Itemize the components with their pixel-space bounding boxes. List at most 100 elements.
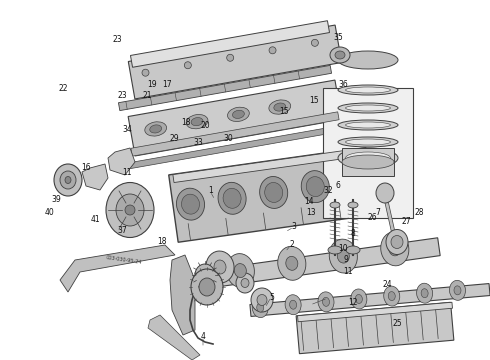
Ellipse shape: [106, 183, 154, 238]
Ellipse shape: [389, 242, 401, 256]
Ellipse shape: [416, 283, 433, 303]
Ellipse shape: [241, 279, 249, 288]
Text: 11: 11: [122, 168, 132, 177]
Ellipse shape: [269, 47, 276, 54]
Ellipse shape: [348, 202, 358, 208]
Text: 16: 16: [81, 163, 91, 172]
Ellipse shape: [176, 188, 204, 220]
Text: 1: 1: [208, 186, 213, 195]
Polygon shape: [342, 148, 394, 176]
Ellipse shape: [338, 85, 398, 95]
Text: 3: 3: [292, 222, 296, 231]
Ellipse shape: [330, 202, 340, 208]
Polygon shape: [323, 88, 413, 218]
Text: 39: 39: [51, 195, 61, 204]
Ellipse shape: [351, 289, 367, 309]
Ellipse shape: [384, 286, 400, 306]
Ellipse shape: [342, 155, 394, 169]
Ellipse shape: [306, 177, 324, 197]
Text: 35: 35: [333, 33, 343, 42]
Ellipse shape: [257, 294, 267, 306]
Ellipse shape: [54, 164, 82, 196]
Polygon shape: [108, 148, 135, 175]
Ellipse shape: [199, 278, 215, 296]
Ellipse shape: [116, 194, 144, 226]
Ellipse shape: [345, 105, 391, 111]
Ellipse shape: [260, 176, 288, 208]
Text: 41: 41: [91, 215, 100, 224]
Text: 30: 30: [223, 134, 233, 143]
Ellipse shape: [218, 183, 246, 214]
Ellipse shape: [338, 137, 398, 147]
Ellipse shape: [227, 107, 249, 122]
Ellipse shape: [223, 188, 241, 208]
Ellipse shape: [386, 230, 408, 255]
Ellipse shape: [330, 47, 350, 63]
Ellipse shape: [234, 264, 246, 278]
Ellipse shape: [381, 232, 409, 266]
Polygon shape: [148, 315, 200, 360]
Ellipse shape: [421, 289, 428, 298]
Ellipse shape: [191, 118, 203, 126]
Text: 13: 13: [306, 208, 316, 217]
Ellipse shape: [274, 103, 286, 111]
Ellipse shape: [269, 100, 291, 114]
Text: 18: 18: [181, 118, 191, 127]
Ellipse shape: [290, 300, 296, 309]
Ellipse shape: [454, 286, 461, 295]
Polygon shape: [170, 255, 195, 335]
Text: 8: 8: [350, 230, 355, 238]
Text: 003-030-95-24: 003-030-95-24: [105, 255, 142, 265]
Text: 11: 11: [343, 267, 353, 276]
Text: 33: 33: [194, 138, 203, 147]
Ellipse shape: [388, 292, 395, 301]
Polygon shape: [128, 25, 342, 99]
Text: 23: 23: [113, 35, 122, 44]
Text: 29: 29: [169, 134, 179, 143]
Ellipse shape: [328, 246, 342, 254]
Text: 14: 14: [304, 197, 314, 206]
Ellipse shape: [346, 246, 360, 254]
Ellipse shape: [236, 273, 254, 293]
Ellipse shape: [125, 205, 135, 215]
Ellipse shape: [345, 122, 391, 128]
Polygon shape: [131, 112, 339, 156]
Text: 25: 25: [392, 320, 402, 328]
Text: 21: 21: [142, 91, 152, 100]
Ellipse shape: [214, 260, 226, 274]
Polygon shape: [220, 238, 440, 286]
Polygon shape: [123, 126, 337, 170]
Text: 15: 15: [279, 107, 289, 116]
Ellipse shape: [191, 269, 223, 305]
Text: 18: 18: [157, 237, 167, 246]
Ellipse shape: [286, 256, 298, 270]
Polygon shape: [130, 21, 329, 67]
Ellipse shape: [251, 288, 273, 312]
Ellipse shape: [338, 51, 398, 69]
Ellipse shape: [285, 295, 301, 315]
Ellipse shape: [322, 297, 329, 306]
Text: 23: 23: [118, 91, 127, 100]
Ellipse shape: [195, 264, 215, 286]
Ellipse shape: [227, 54, 234, 61]
Ellipse shape: [355, 294, 363, 303]
Text: 2: 2: [289, 240, 294, 249]
Ellipse shape: [345, 139, 391, 145]
Ellipse shape: [345, 152, 391, 164]
Text: 15: 15: [309, 96, 318, 105]
Ellipse shape: [145, 122, 167, 136]
Ellipse shape: [257, 303, 264, 312]
Polygon shape: [173, 148, 367, 183]
Text: 28: 28: [414, 208, 424, 217]
Text: 22: 22: [59, 84, 69, 93]
Ellipse shape: [338, 103, 398, 113]
Text: 5: 5: [270, 292, 274, 302]
Ellipse shape: [181, 194, 199, 214]
Text: 19: 19: [147, 80, 157, 89]
Text: 36: 36: [338, 80, 348, 89]
Ellipse shape: [184, 62, 192, 69]
Ellipse shape: [338, 120, 398, 130]
Polygon shape: [297, 302, 452, 322]
Text: 6: 6: [336, 181, 341, 190]
Polygon shape: [119, 66, 332, 111]
